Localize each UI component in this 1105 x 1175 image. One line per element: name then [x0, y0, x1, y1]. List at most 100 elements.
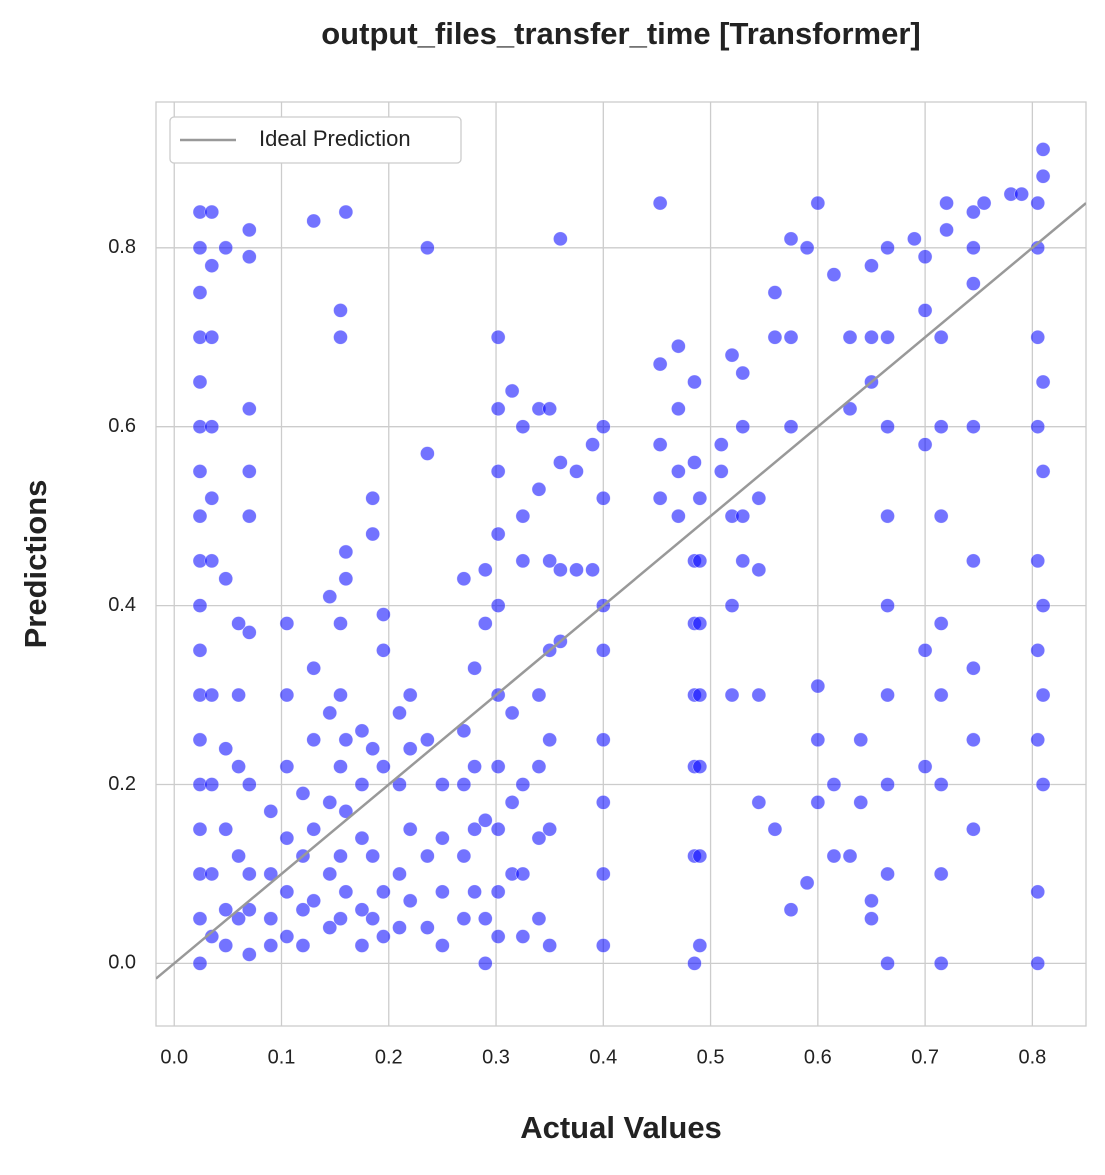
- point: [713, 437, 729, 452]
- point: [420, 240, 435, 256]
- point: [218, 741, 234, 757]
- point: [478, 812, 493, 828]
- point: [242, 625, 257, 640]
- point: [1030, 732, 1046, 748]
- point: [735, 508, 751, 524]
- point: [333, 616, 348, 631]
- point: [242, 222, 257, 238]
- chart-title: output_files_transfer_time [Transformer]: [321, 16, 920, 51]
- point: [218, 902, 234, 918]
- point: [402, 687, 418, 703]
- point: [338, 571, 354, 587]
- point: [1035, 168, 1051, 184]
- point: [333, 759, 348, 774]
- point: [880, 866, 895, 882]
- point: [515, 419, 531, 434]
- point: [322, 705, 338, 721]
- point: [295, 902, 311, 918]
- point: [724, 598, 740, 613]
- point: [420, 848, 435, 864]
- point: [687, 956, 702, 971]
- point: [467, 759, 482, 774]
- point: [456, 723, 472, 739]
- point: [596, 938, 611, 953]
- point: [917, 437, 933, 452]
- x-tick-label: 0.7: [911, 1046, 939, 1068]
- legend-box: [169, 116, 462, 164]
- point: [490, 329, 506, 345]
- x-axis-label: Actual Values: [520, 1110, 722, 1145]
- point: [231, 687, 246, 703]
- point: [456, 848, 472, 864]
- point: [402, 893, 418, 909]
- point: [966, 204, 981, 220]
- point: [671, 508, 686, 524]
- point: [751, 687, 767, 703]
- point: [751, 490, 767, 506]
- point: [853, 732, 869, 748]
- point: [218, 821, 234, 837]
- point: [652, 490, 668, 506]
- point: [242, 947, 257, 962]
- point: [231, 616, 246, 631]
- point: [1030, 419, 1046, 434]
- point: [783, 902, 799, 918]
- point: [652, 195, 668, 211]
- point: [306, 821, 321, 837]
- point: [333, 329, 348, 345]
- point: [204, 419, 220, 434]
- point: [354, 723, 370, 739]
- point: [652, 437, 668, 452]
- point: [596, 490, 611, 506]
- point: [295, 786, 311, 801]
- point: [735, 553, 751, 569]
- point: [392, 705, 407, 721]
- point: [767, 329, 783, 345]
- point: [933, 508, 949, 524]
- point: [724, 687, 740, 703]
- point: [652, 356, 668, 372]
- point: [467, 821, 482, 837]
- point: [231, 911, 246, 926]
- point: [435, 777, 450, 792]
- point: [966, 276, 981, 291]
- point: [218, 571, 234, 587]
- point: [338, 732, 354, 748]
- point: [810, 795, 826, 810]
- x-tick-label: 0.4: [589, 1046, 617, 1068]
- point: [671, 401, 686, 417]
- point: [192, 285, 208, 300]
- point: [724, 347, 740, 363]
- point: [735, 419, 751, 434]
- point: [751, 562, 767, 578]
- point: [939, 222, 954, 238]
- y-tick-label: 0.2: [108, 773, 136, 795]
- point: [864, 911, 879, 926]
- point: [279, 759, 295, 774]
- point: [966, 553, 981, 569]
- point: [490, 401, 506, 417]
- point: [1030, 553, 1046, 569]
- point: [263, 911, 279, 926]
- point: [880, 419, 895, 434]
- point: [864, 893, 879, 909]
- point: [231, 759, 246, 774]
- point: [735, 365, 751, 381]
- point: [531, 911, 547, 926]
- point: [354, 938, 370, 953]
- point: [392, 920, 407, 935]
- point: [826, 848, 842, 864]
- point: [263, 866, 279, 882]
- point: [354, 830, 370, 846]
- point: [478, 562, 493, 578]
- point: [966, 660, 981, 676]
- point: [671, 464, 686, 479]
- x-tick-label: 0.3: [482, 1046, 510, 1068]
- point: [810, 732, 826, 748]
- point: [917, 249, 933, 265]
- point: [420, 920, 435, 935]
- point: [322, 920, 338, 935]
- point: [204, 204, 220, 220]
- point: [295, 938, 311, 953]
- point: [671, 338, 686, 354]
